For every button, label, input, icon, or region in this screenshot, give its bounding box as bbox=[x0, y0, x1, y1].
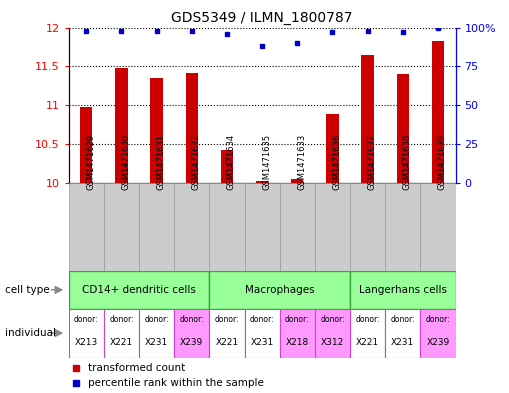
Text: donor:: donor: bbox=[215, 315, 239, 324]
Bar bbox=[326, 114, 338, 183]
Text: donor:: donor: bbox=[109, 315, 134, 324]
Bar bbox=[280, 183, 315, 271]
Text: GSM1471633: GSM1471633 bbox=[297, 134, 306, 190]
Bar bbox=[256, 181, 268, 183]
Bar bbox=[104, 309, 139, 358]
Text: donor:: donor: bbox=[355, 315, 380, 324]
Text: donor:: donor: bbox=[74, 315, 99, 324]
Text: donor:: donor: bbox=[320, 315, 345, 324]
Bar bbox=[151, 78, 163, 183]
Text: X218: X218 bbox=[286, 338, 309, 347]
Bar bbox=[244, 309, 280, 358]
Bar bbox=[69, 309, 104, 358]
Bar bbox=[350, 183, 385, 271]
Bar bbox=[361, 55, 374, 183]
Bar bbox=[221, 150, 233, 183]
Bar bbox=[186, 73, 198, 183]
Bar bbox=[280, 309, 315, 358]
Bar bbox=[420, 309, 456, 358]
Bar bbox=[291, 179, 303, 183]
Bar bbox=[209, 183, 244, 271]
Bar bbox=[385, 309, 420, 358]
Text: donor:: donor: bbox=[426, 315, 450, 324]
Text: transformed count: transformed count bbox=[88, 363, 185, 373]
Bar bbox=[209, 309, 244, 358]
Text: Langerhans cells: Langerhans cells bbox=[359, 285, 447, 295]
Text: donor:: donor: bbox=[180, 315, 204, 324]
Bar bbox=[350, 309, 385, 358]
Bar bbox=[69, 183, 104, 271]
Text: donor:: donor: bbox=[390, 315, 415, 324]
Text: Macrophages: Macrophages bbox=[245, 285, 315, 295]
Bar bbox=[80, 107, 93, 183]
Text: X221: X221 bbox=[110, 338, 133, 347]
Text: GSM1471638: GSM1471638 bbox=[403, 134, 412, 190]
Text: X312: X312 bbox=[321, 338, 344, 347]
Text: cell type: cell type bbox=[5, 285, 50, 295]
Bar bbox=[432, 42, 444, 183]
Bar bbox=[69, 271, 209, 309]
Text: X231: X231 bbox=[145, 338, 168, 347]
Text: GSM1471639: GSM1471639 bbox=[438, 134, 447, 190]
Text: donor:: donor: bbox=[145, 315, 169, 324]
Text: percentile rank within the sample: percentile rank within the sample bbox=[88, 378, 264, 387]
Text: donor:: donor: bbox=[250, 315, 274, 324]
Text: X221: X221 bbox=[356, 338, 379, 347]
Bar bbox=[139, 183, 174, 271]
Text: donor:: donor: bbox=[285, 315, 309, 324]
Text: X221: X221 bbox=[215, 338, 239, 347]
Text: GSM1471632: GSM1471632 bbox=[192, 134, 201, 190]
Bar bbox=[139, 309, 174, 358]
Bar bbox=[174, 309, 209, 358]
Bar bbox=[315, 309, 350, 358]
Text: GSM1471630: GSM1471630 bbox=[122, 134, 130, 190]
Bar bbox=[209, 271, 350, 309]
Bar bbox=[104, 183, 139, 271]
Text: GSM1471631: GSM1471631 bbox=[157, 134, 165, 190]
Bar bbox=[420, 183, 456, 271]
Text: individual: individual bbox=[5, 328, 56, 338]
Bar bbox=[315, 183, 350, 271]
Text: X239: X239 bbox=[180, 338, 204, 347]
Bar bbox=[385, 183, 420, 271]
Title: GDS5349 / ILMN_1800787: GDS5349 / ILMN_1800787 bbox=[172, 11, 353, 25]
Text: GSM1471629: GSM1471629 bbox=[87, 134, 95, 190]
Bar bbox=[174, 183, 209, 271]
Text: X239: X239 bbox=[427, 338, 449, 347]
Text: GSM1471634: GSM1471634 bbox=[227, 134, 236, 190]
Bar bbox=[116, 68, 128, 183]
Bar bbox=[397, 74, 409, 183]
Text: CD14+ dendritic cells: CD14+ dendritic cells bbox=[82, 285, 196, 295]
Bar bbox=[350, 271, 456, 309]
Bar bbox=[244, 183, 280, 271]
Text: X213: X213 bbox=[75, 338, 98, 347]
Text: X231: X231 bbox=[250, 338, 274, 347]
Text: GSM1471637: GSM1471637 bbox=[367, 134, 377, 190]
Text: X231: X231 bbox=[391, 338, 414, 347]
Text: GSM1471636: GSM1471636 bbox=[332, 134, 342, 190]
Text: GSM1471635: GSM1471635 bbox=[262, 134, 271, 190]
